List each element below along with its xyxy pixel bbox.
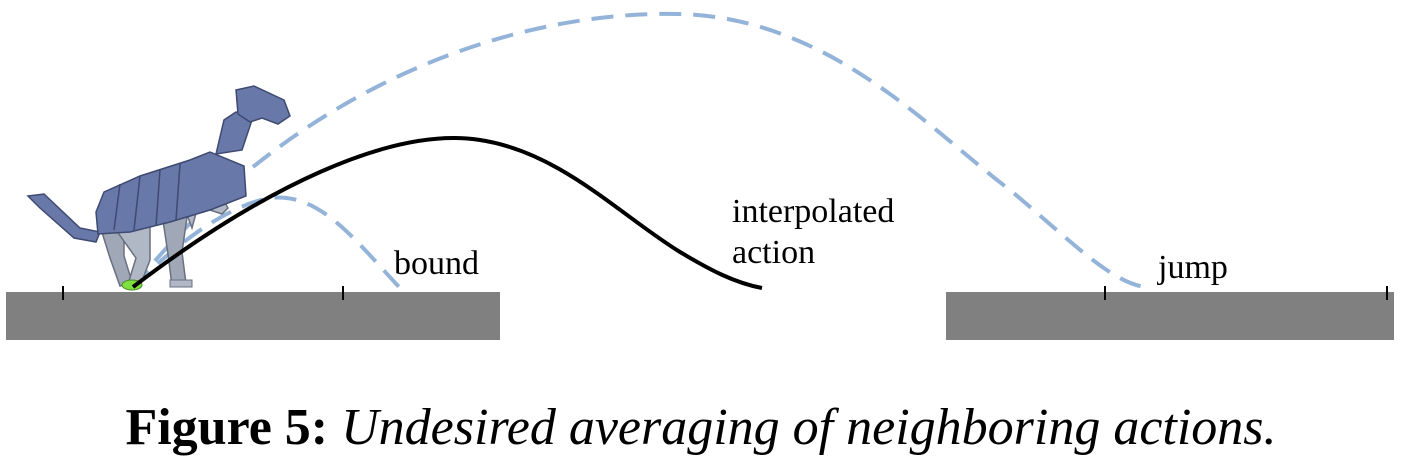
jump-label: jump [1157,249,1228,286]
robot-head [235,85,291,125]
right-platform [946,292,1394,340]
bound-trajectory [131,195,402,290]
tick-marks [62,286,1388,300]
interpolated-label-line2: action [732,234,815,271]
interpolated-trajectory [131,136,763,290]
caption-text: Undesired averaging of neighboring actio… [341,399,1277,456]
bound-label: bound [394,245,479,282]
jump-trajectory [131,11,1146,289]
robot-foot [169,279,193,288]
robot-dog [26,85,291,291]
robot-body [95,151,247,235]
robot-tail [26,193,102,243]
figure-diagram: bound interpolated action jump [6,11,1394,340]
figure-caption: Figure 5: Undesired averaging of neighbo… [0,396,1402,460]
caption-label: Figure 5: [125,399,329,456]
interpolated-label-line1: interpolated [732,193,894,230]
left-platform [6,292,500,340]
